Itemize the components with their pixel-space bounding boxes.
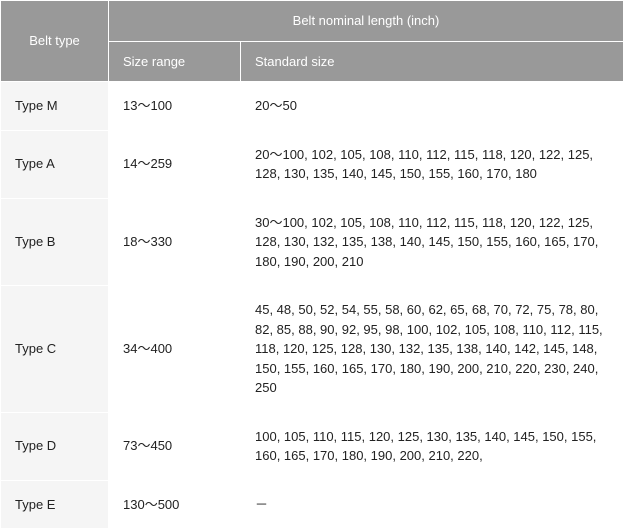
cell-belt-type: Type C [1,286,109,413]
cell-size-range: 73～450 [109,412,241,480]
cell-size-range: 13～100 [109,82,241,131]
cell-standard-size: 45, 48, 50, 52, 54, 55, 58, 60, 62, 65, … [241,286,623,413]
col-header-nominal-length: Belt nominal length (inch) [109,1,623,42]
cell-standard-size: 30～100, 102, 105, 108, 110, 112, 115, 11… [241,198,623,286]
table-row: Type E 130～500 － [1,480,623,529]
cell-standard-size: － [241,480,623,529]
cell-belt-type: Type E [1,480,109,529]
table-row: Type M 13～100 20～50 [1,82,623,131]
cell-belt-type: Type B [1,198,109,286]
cell-standard-size: 20～50 [241,82,623,131]
table-row: Type A 14～259 20～100, 102, 105, 108, 110… [1,130,623,198]
table-row: Type B 18～330 30～100, 102, 105, 108, 110… [1,198,623,286]
cell-standard-size: 20～100, 102, 105, 108, 110, 112, 115, 11… [241,130,623,198]
table-row: Type D 73～450 100, 105, 110, 115, 120, 1… [1,412,623,480]
cell-standard-size: 100, 105, 110, 115, 120, 125, 130, 135, … [241,412,623,480]
cell-size-range: 14～259 [109,130,241,198]
cell-belt-type: Type D [1,412,109,480]
col-header-standard-size: Standard size [241,41,623,82]
col-header-size-range: Size range [109,41,241,82]
cell-size-range: 130～500 [109,480,241,529]
cell-belt-type: Type A [1,130,109,198]
cell-size-range: 34～400 [109,286,241,413]
belt-spec-table: Belt type Belt nominal length (inch) Siz… [0,0,623,529]
cell-belt-type: Type M [1,82,109,131]
table-row: Type C 34～400 45, 48, 50, 52, 54, 55, 58… [1,286,623,413]
col-header-belt-type: Belt type [1,1,109,82]
cell-size-range: 18～330 [109,198,241,286]
